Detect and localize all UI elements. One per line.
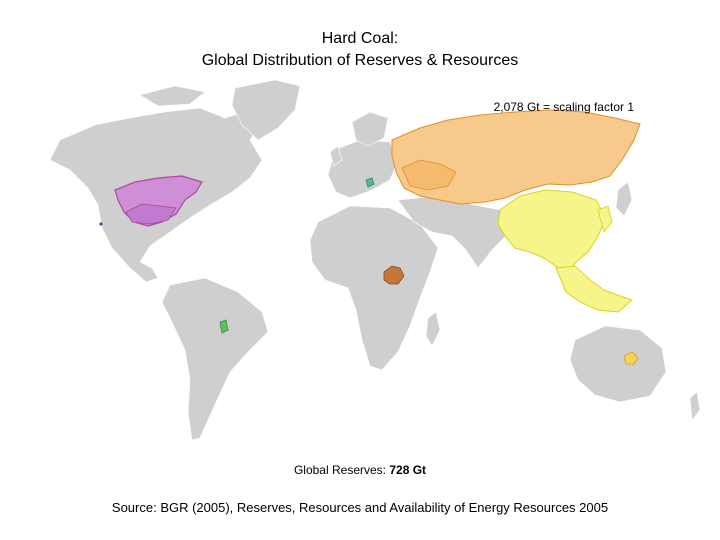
source-citation: Source: BGR (2005), Reserves, Resources … [111, 500, 609, 515]
title-line-2: Global Distribution of Reserves & Resour… [201, 52, 519, 69]
map-title: Hard Coal: Global Distribution of Reserv… [0, 28, 720, 72]
land-scandinavia [351, 111, 389, 147]
region-africa [383, 265, 405, 285]
land-masses [49, 79, 701, 441]
land-madagascar [425, 311, 441, 347]
global-reserves: Global Reserves: 728 Gt [0, 463, 720, 477]
title-line-1: Hard Coal: [321, 30, 399, 47]
land-africa [309, 205, 439, 371]
region-australia [623, 351, 639, 365]
land-australia [569, 325, 667, 403]
reserves-label: Global Reserves: [293, 463, 386, 477]
land-south-america [161, 277, 269, 441]
region-asia-pacific [497, 189, 633, 313]
region-cis-russia [391, 109, 641, 205]
region-europe [365, 177, 375, 188]
region-north-america [99, 175, 203, 227]
land-new-zealand [689, 391, 701, 421]
land-japan [615, 181, 633, 217]
region-south-america [219, 319, 229, 334]
land-greenland [231, 79, 301, 141]
land-arctic-islands [139, 85, 206, 107]
land-uk [329, 145, 343, 167]
reserves-value: 728 Gt [389, 463, 427, 477]
scale-note: 2,078 Gt = scaling factor 1 [493, 100, 634, 114]
